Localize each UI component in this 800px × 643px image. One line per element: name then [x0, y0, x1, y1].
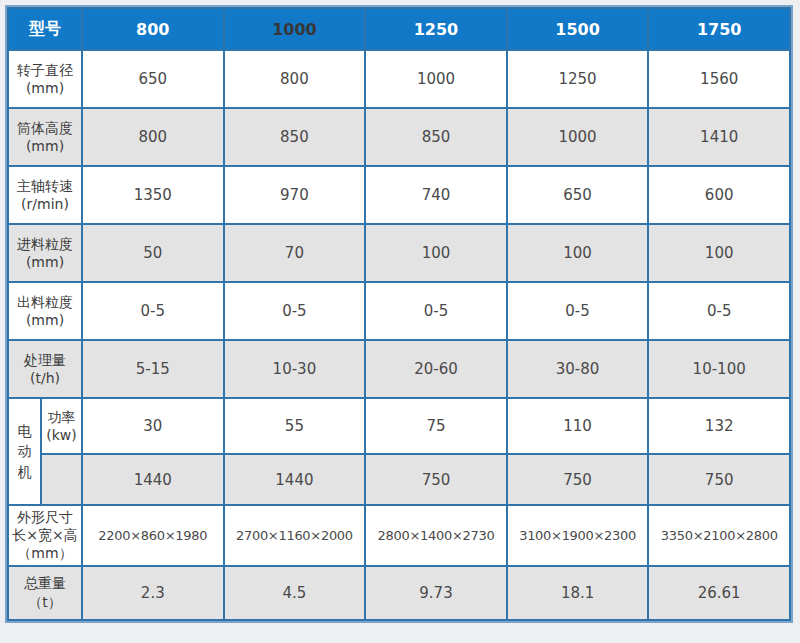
row-label-cell: 主轴转速(r/min)	[8, 166, 82, 224]
spec-table-header: 型号8001000125015001750	[8, 8, 790, 50]
value-cell: 800	[224, 50, 366, 108]
value-cell: 1000	[365, 50, 507, 108]
value-cell: 55	[224, 398, 366, 454]
value-cell: 0-5	[82, 282, 224, 340]
value-cell: 850	[365, 108, 507, 166]
value-cell: 1440	[82, 454, 224, 505]
table-row: 进料粒度(mm)5070100100100	[8, 224, 790, 282]
value-cell: 100	[365, 224, 507, 282]
table-row: 筒体高度(mm)80085085010001410	[8, 108, 790, 166]
motor-empty-label-cell	[41, 454, 82, 505]
header-cell-model-1250: 1250	[365, 8, 507, 50]
value-cell: 50	[82, 224, 224, 282]
value-cell: 110	[507, 398, 649, 454]
value-cell: 1440	[224, 454, 366, 505]
table-row: 转子直径(mm)650800100012501560	[8, 50, 790, 108]
table-row: 外形尺寸长×宽×高（mm）2200×860×19802700×1160×2000…	[8, 505, 790, 566]
value-cell: 18.1	[507, 566, 649, 620]
value-cell: 2.3	[82, 566, 224, 620]
value-cell: 100	[648, 224, 790, 282]
value-cell: 20-60	[365, 340, 507, 398]
value-cell: 0-5	[224, 282, 366, 340]
value-cell: 650	[507, 166, 649, 224]
header-cell-model-1000: 1000	[224, 8, 366, 50]
value-cell: 1410	[648, 108, 790, 166]
motor-group-label-cell: 电动机	[8, 398, 41, 505]
value-cell: 0-5	[507, 282, 649, 340]
row-label-cell: 总重量（t）	[8, 566, 82, 620]
value-cell: 650	[82, 50, 224, 108]
row-label-cell: 筒体高度(mm)	[8, 108, 82, 166]
value-cell: 10-30	[224, 340, 366, 398]
header-cell-model-800: 800	[82, 8, 224, 50]
value-cell: 70	[224, 224, 366, 282]
value-cell: 0-5	[365, 282, 507, 340]
header-cell-model-1500: 1500	[507, 8, 649, 50]
value-cell: 2700×1160×2000	[224, 505, 366, 566]
row-label-cell: 转子直径(mm)	[8, 50, 82, 108]
row-label-cell: 出料粒度(mm)	[8, 282, 82, 340]
row-label-cell: 处理量(t/h)	[8, 340, 82, 398]
spec-table: 型号8001000125015001750 转子直径(mm)6508001000…	[7, 7, 791, 621]
value-cell: 750	[365, 454, 507, 505]
value-cell: 3350×2100×2800	[648, 505, 790, 566]
value-cell: 1350	[82, 166, 224, 224]
value-cell: 0-5	[648, 282, 790, 340]
value-cell: 10-100	[648, 340, 790, 398]
value-cell: 30-80	[507, 340, 649, 398]
value-cell: 26.61	[648, 566, 790, 620]
value-cell: 740	[365, 166, 507, 224]
header-cell-model-1750: 1750	[648, 8, 790, 50]
value-cell: 750	[507, 454, 649, 505]
value-cell: 970	[224, 166, 366, 224]
table-row: 主轴转速(r/min)1350970740650600	[8, 166, 790, 224]
value-cell: 2800×1400×2730	[365, 505, 507, 566]
table-row: 电动机功率(kw)305575110132	[8, 398, 790, 454]
value-cell: 75	[365, 398, 507, 454]
value-cell: 2200×860×1980	[82, 505, 224, 566]
table-row: 处理量(t/h)5-1510-3020-6030-8010-100	[8, 340, 790, 398]
value-cell: 5-15	[82, 340, 224, 398]
value-cell: 1560	[648, 50, 790, 108]
value-cell: 800	[82, 108, 224, 166]
table-row: 总重量（t）2.34.59.7318.126.61	[8, 566, 790, 620]
row-label-cell: 外形尺寸长×宽×高（mm）	[8, 505, 82, 566]
value-cell: 132	[648, 398, 790, 454]
value-cell: 600	[648, 166, 790, 224]
value-cell: 750	[648, 454, 790, 505]
motor-power-label-cell: 功率(kw)	[41, 398, 82, 454]
value-cell: 1000	[507, 108, 649, 166]
row-label-cell: 进料粒度(mm)	[8, 224, 82, 282]
page-background: 型号8001000125015001750 转子直径(mm)6508001000…	[0, 0, 800, 643]
value-cell: 30	[82, 398, 224, 454]
value-cell: 1250	[507, 50, 649, 108]
table-row: 14401440750750750	[8, 454, 790, 505]
header-cell-model: 型号	[8, 8, 82, 50]
value-cell: 9.73	[365, 566, 507, 620]
header-row: 型号8001000125015001750	[8, 8, 790, 50]
value-cell: 100	[507, 224, 649, 282]
value-cell: 4.5	[224, 566, 366, 620]
table-row: 出料粒度(mm)0-50-50-50-50-5	[8, 282, 790, 340]
value-cell: 850	[224, 108, 366, 166]
value-cell: 3100×1900×2300	[507, 505, 649, 566]
spec-table-body: 转子直径(mm)650800100012501560筒体高度(mm)800850…	[8, 50, 790, 620]
